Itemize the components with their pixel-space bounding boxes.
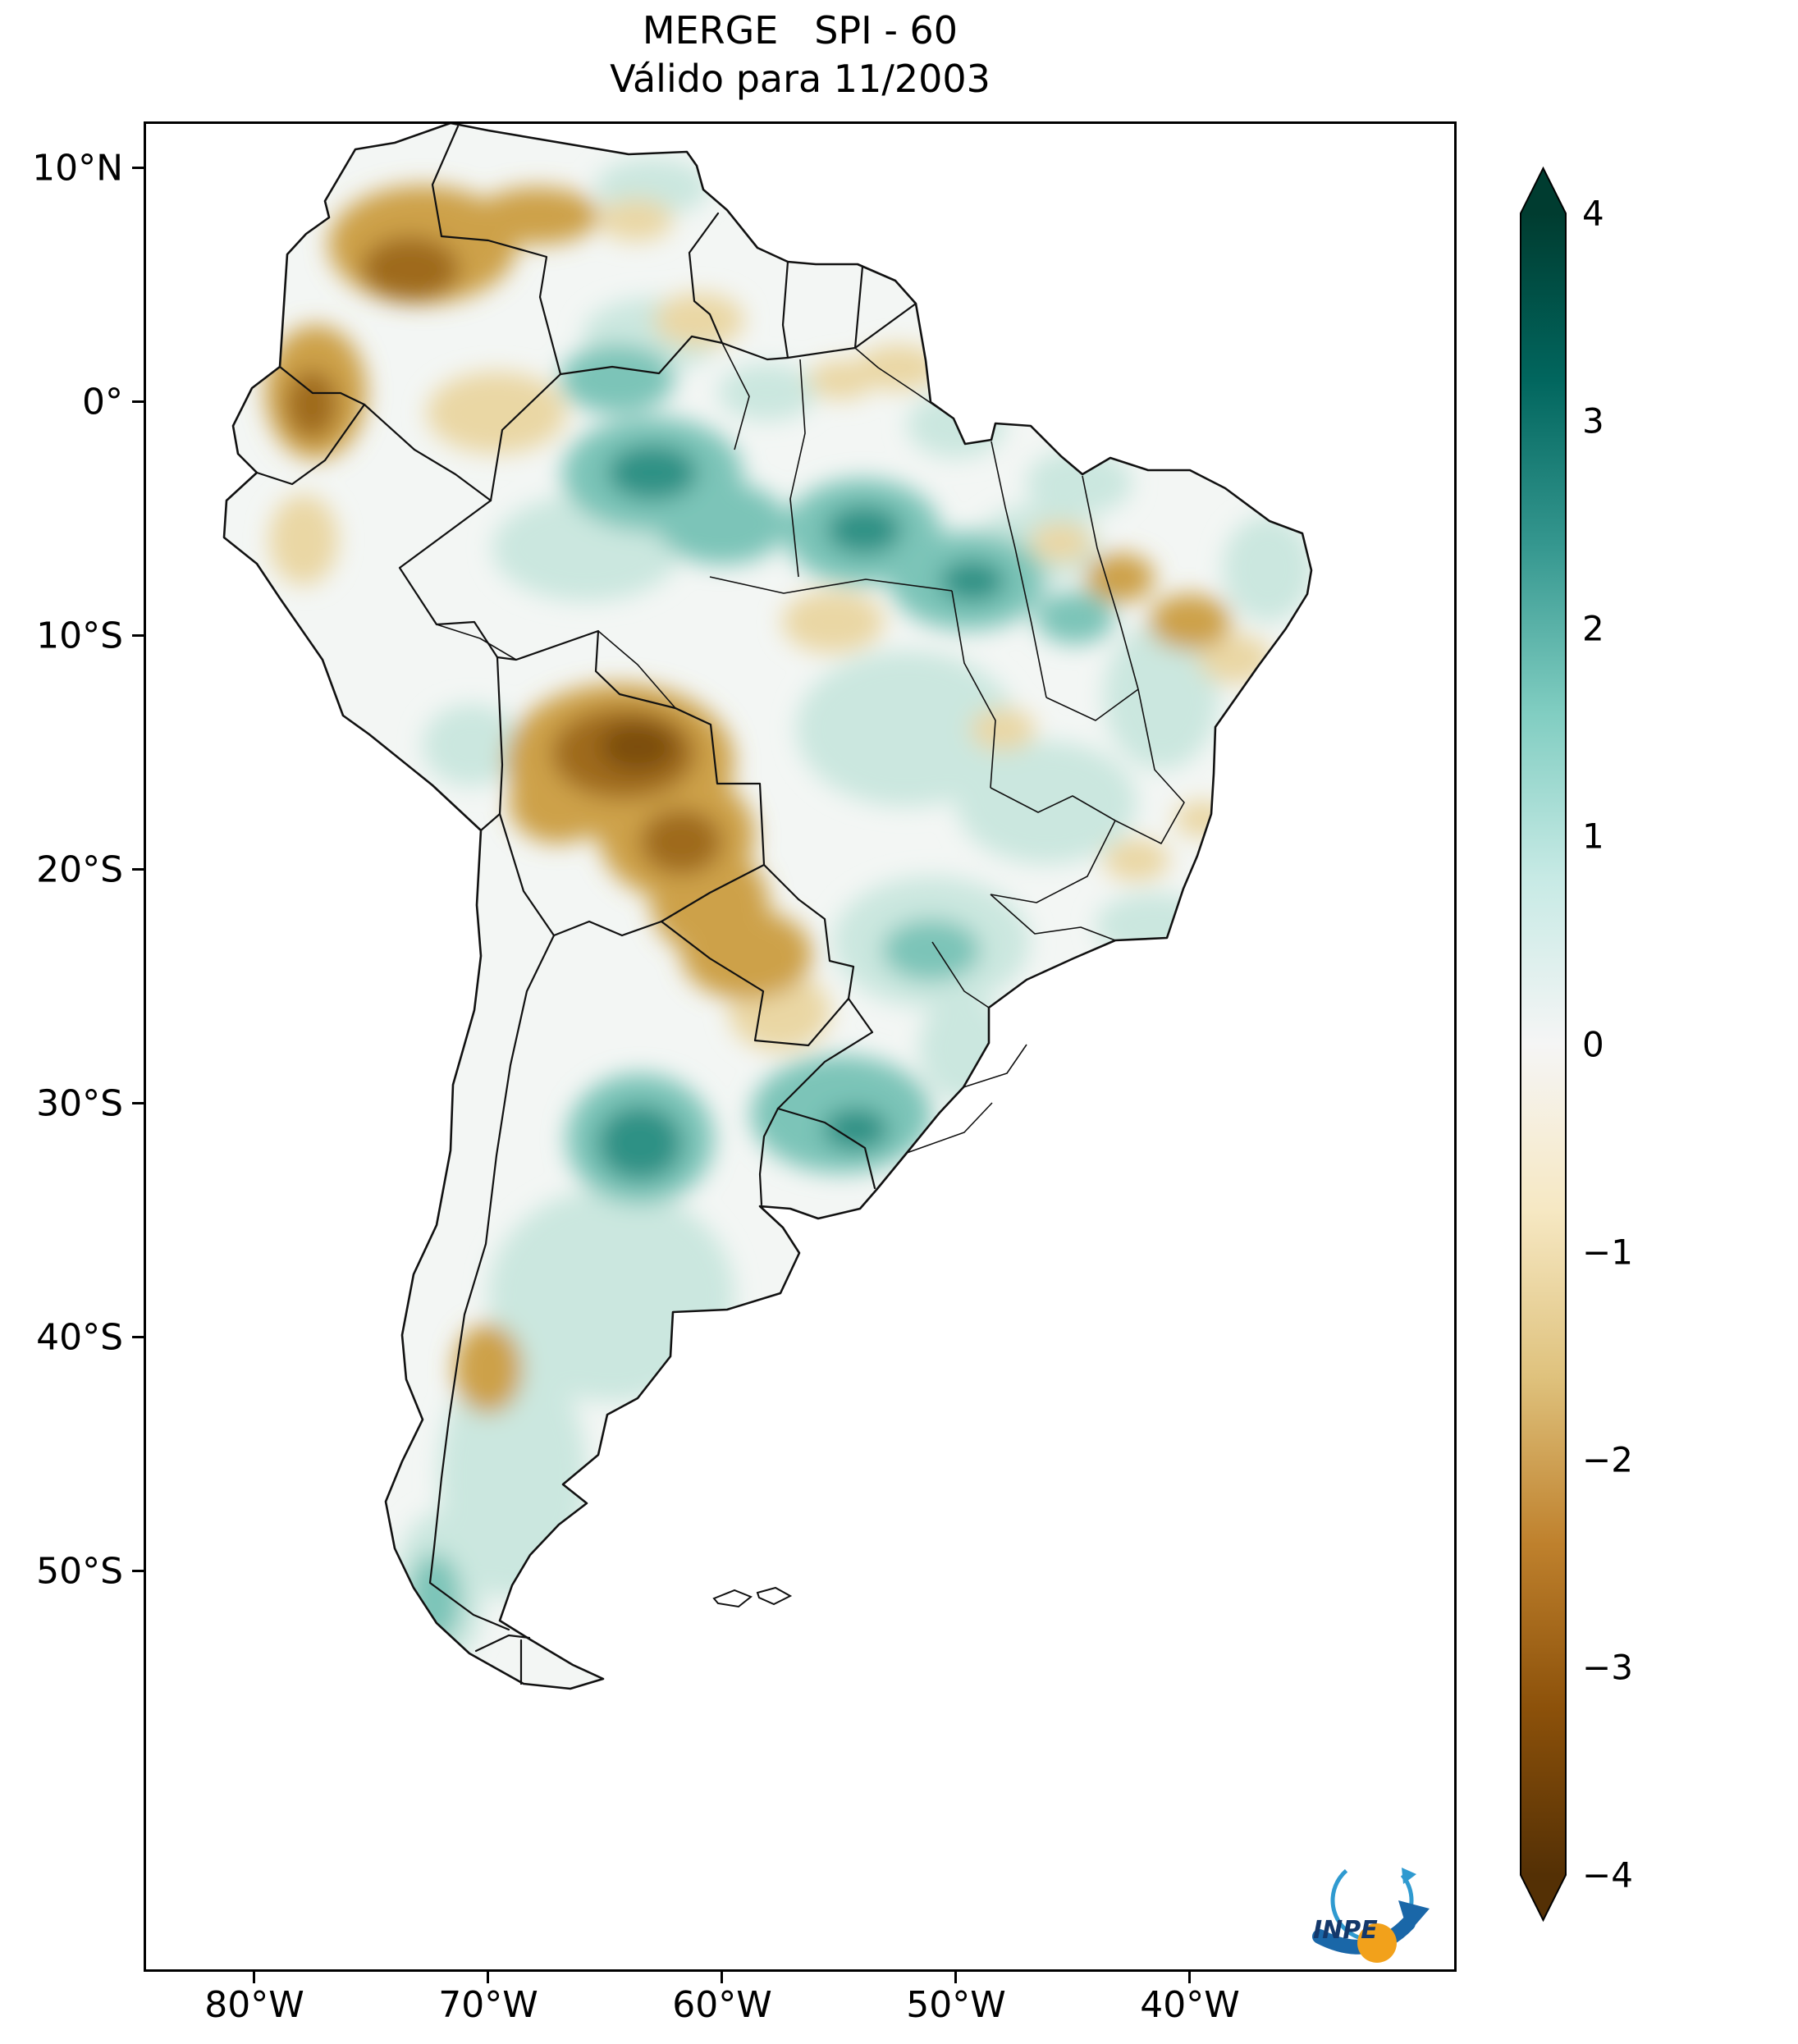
y-axis-tick <box>132 1102 144 1104</box>
colorbar-tick-label: −1 <box>1582 1232 1633 1273</box>
x-tick-label: 60°W <box>672 1984 772 2026</box>
colorbar-tick-label: −4 <box>1582 1854 1633 1895</box>
colorbar-tick-label: 0 <box>1582 1024 1604 1065</box>
colorbar-tick-label: 1 <box>1582 816 1604 857</box>
colorbar-tick-label: −2 <box>1582 1439 1633 1480</box>
x-tick-label: 40°W <box>1140 1984 1240 2026</box>
y-tick-label: 0° <box>82 381 123 423</box>
figure-subtitle: Válido para 11/2003 <box>610 56 991 101</box>
colorbar-tick-label: 3 <box>1582 400 1604 441</box>
y-tick-label: 10°S <box>36 615 123 657</box>
coastline <box>222 121 1313 1690</box>
y-axis-tick <box>132 634 144 637</box>
falkland-islands <box>712 1586 793 1608</box>
x-tick-label: 80°W <box>204 1984 304 2026</box>
x-axis-tick <box>487 1972 489 1983</box>
x-tick-label: 50°W <box>906 1984 1006 2026</box>
figure-title: MERGE SPI - 60 <box>642 8 958 53</box>
title-block: MERGE SPI - 60 Válido para 11/2003 <box>144 7 1457 103</box>
y-axis-tick <box>132 1570 144 1572</box>
inpe-logo: INPE <box>1312 1859 1430 1963</box>
x-tick-label: 70°W <box>438 1984 538 2026</box>
logo-arrowhead <box>1398 1900 1430 1933</box>
colorbar-tick-label: 2 <box>1582 608 1604 649</box>
south-america-map <box>144 121 1457 1972</box>
y-tick-label: 10°N <box>32 147 123 190</box>
y-axis-tick <box>132 868 144 871</box>
state-borders <box>436 342 1185 1154</box>
y-tick-label: 40°S <box>36 1316 123 1359</box>
y-axis-tick <box>132 400 144 403</box>
y-tick-label: 30°S <box>36 1082 123 1125</box>
x-axis-tick <box>1188 1972 1191 1983</box>
colorbar-tick-label: −3 <box>1582 1647 1633 1688</box>
colorbar-gradient <box>1520 166 1567 1923</box>
colorbar <box>1520 166 1567 1923</box>
logo-orange-dot <box>1357 1923 1397 1963</box>
plot-frame <box>144 121 1457 1972</box>
x-axis-tick <box>253 1972 255 1983</box>
x-axis-tick <box>721 1972 723 1983</box>
colorbar-tick-label: 4 <box>1582 193 1604 234</box>
y-axis-tick <box>132 1336 144 1338</box>
x-axis-tick <box>954 1972 957 1983</box>
y-tick-label: 50°S <box>36 1550 123 1593</box>
inpe-logo-text: INPE <box>1313 1916 1378 1945</box>
y-tick-label: 20°S <box>36 848 123 891</box>
y-axis-tick <box>132 167 144 169</box>
country-borders <box>255 125 917 1685</box>
